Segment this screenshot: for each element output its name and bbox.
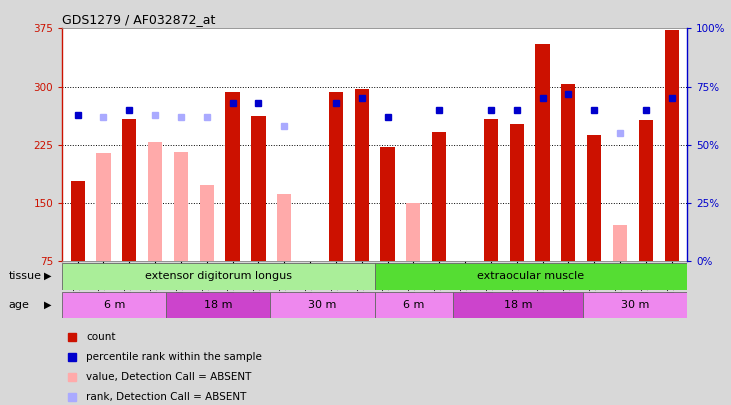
Bar — [70, 181, 85, 261]
Bar — [122, 119, 137, 261]
Bar — [329, 92, 343, 261]
Text: ▶: ▶ — [44, 271, 51, 281]
Bar — [452, 292, 583, 318]
Bar — [374, 263, 687, 290]
Text: rank, Detection Call = ABSENT: rank, Detection Call = ABSENT — [86, 392, 246, 402]
Bar — [174, 152, 188, 261]
Bar — [148, 143, 162, 261]
Text: 6 m: 6 m — [403, 300, 425, 310]
Bar — [561, 84, 575, 261]
Text: extensor digitorum longus: extensor digitorum longus — [145, 271, 292, 281]
Bar — [510, 124, 524, 261]
Text: ▶: ▶ — [44, 300, 51, 309]
Bar — [277, 194, 292, 261]
Text: value, Detection Call = ABSENT: value, Detection Call = ABSENT — [86, 372, 251, 382]
Text: 18 m: 18 m — [204, 300, 232, 310]
Text: age: age — [9, 300, 30, 309]
Bar — [167, 292, 270, 318]
Bar — [62, 292, 167, 318]
Text: GDS1279 / AF032872_at: GDS1279 / AF032872_at — [62, 13, 216, 26]
Bar — [535, 44, 550, 261]
Bar — [380, 147, 395, 261]
Bar — [96, 153, 110, 261]
Bar — [484, 119, 498, 261]
Bar — [374, 292, 452, 318]
Bar — [251, 116, 265, 261]
Bar — [639, 120, 653, 261]
Text: percentile rank within the sample: percentile rank within the sample — [86, 352, 262, 362]
Text: count: count — [86, 332, 115, 342]
Bar — [270, 292, 374, 318]
Bar — [200, 185, 214, 261]
Bar — [587, 135, 602, 261]
Text: 6 m: 6 m — [104, 300, 125, 310]
Text: 30 m: 30 m — [308, 300, 337, 310]
Bar — [613, 225, 627, 261]
Bar — [664, 30, 679, 261]
Bar — [225, 92, 240, 261]
Bar — [62, 263, 374, 290]
Text: tissue: tissue — [9, 271, 42, 281]
Text: 30 m: 30 m — [621, 300, 649, 310]
Text: 18 m: 18 m — [504, 300, 532, 310]
Bar — [432, 132, 447, 261]
Bar — [583, 292, 687, 318]
Bar — [355, 89, 369, 261]
Bar — [406, 203, 420, 261]
Text: extraocular muscle: extraocular muscle — [477, 271, 585, 281]
